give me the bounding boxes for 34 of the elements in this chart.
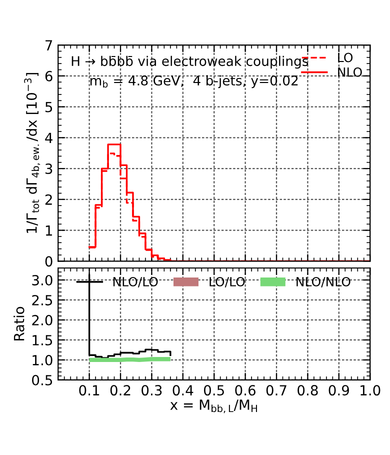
y-tick-label: 6 — [45, 70, 52, 82]
x-tick-label: 0.6 — [235, 385, 256, 396]
y-axis-title: 1/Γ$_{tot}$ dΓ$_{4b,ew.}$/dx [10$^{−3}$] — [24, 73, 40, 233]
y-tick-label: 7 — [46, 40, 52, 50]
y-tick-label: 4 — [45, 132, 52, 143]
annotation: m$_{b}$ = 4.8 GeV, 4 b-jets, y=0.02 — [90, 75, 298, 88]
legend-label: LO/LO — [210, 276, 245, 288]
x-axis-title: x = M$_{bb,L}$/M$_{H}$ — [170, 400, 257, 414]
legend-label: LO — [338, 52, 353, 62]
y-tick-label: 1.0 — [32, 354, 52, 366]
x-tick-label: 0.4 — [172, 385, 194, 396]
x-tick-label: 0.8 — [298, 385, 318, 396]
x-tick-label: 1.0 — [360, 385, 380, 396]
x-tick-label: 0.3 — [142, 385, 162, 396]
y-tick-label: 0 — [45, 256, 52, 267]
y-tick-label: 5 — [45, 102, 52, 112]
y-tick-label: 1 — [46, 225, 52, 236]
y-axis-title: Ratio — [14, 306, 24, 340]
y-tick-label: 3 — [45, 164, 52, 174]
y-tick-label: 0.5 — [32, 374, 52, 386]
x-tick-label: 0.1 — [79, 385, 100, 396]
x-tick-label: 0.9 — [328, 385, 349, 396]
x-tick-label: 0.2 — [110, 385, 130, 396]
y-tick-label: 2 — [45, 194, 52, 205]
legend-label: NLO/LO — [113, 276, 158, 288]
x-tick-label: 0.7 — [266, 385, 286, 396]
legend-label: NLO/NLO — [296, 276, 350, 288]
y-tick-label: 2.5 — [32, 294, 52, 306]
legend-label: NLO — [338, 67, 362, 77]
annotation: H → bb̄bb̄ via electroweak couplings — [72, 56, 308, 69]
x-tick-label: 0.5 — [204, 385, 224, 396]
y-tick-label: 2.0 — [32, 314, 52, 326]
y-tick-label: 1.5 — [32, 335, 52, 346]
y-tick-label: 3.0 — [32, 274, 52, 286]
